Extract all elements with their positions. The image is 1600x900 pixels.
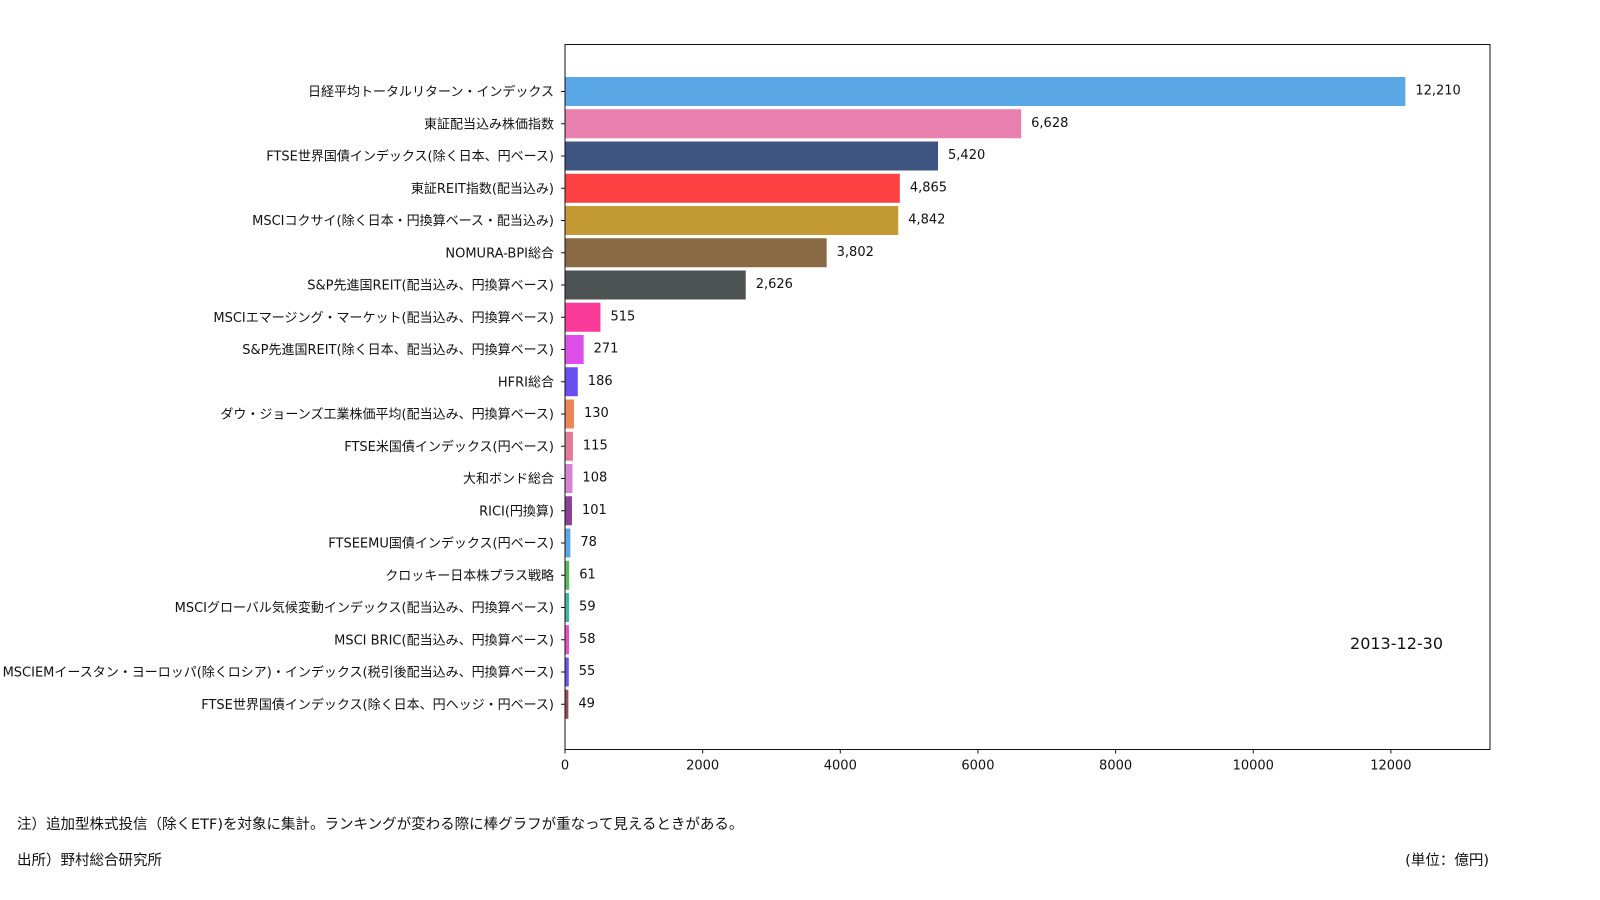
- bar: [565, 238, 827, 268]
- value-label: 6,628: [1031, 116, 1068, 131]
- category-label: 東証配当込み株価指数: [424, 116, 554, 132]
- value-label: 78: [580, 535, 597, 550]
- bar: [565, 657, 569, 687]
- category-label: S&P先進国REIT(配当込み、円換算ベース): [307, 279, 554, 294]
- bar: [565, 689, 569, 719]
- x-tick-label: 0: [561, 759, 569, 774]
- bar: [565, 496, 572, 526]
- x-tick-label: 4000: [824, 759, 857, 774]
- category-label: ダウ・ジョーンズ工業株価平均(配当込み、円換算ベース): [220, 407, 554, 423]
- value-label: 130: [584, 406, 609, 421]
- date-label: 2013-12-30: [1350, 634, 1443, 653]
- bar: [565, 109, 1022, 139]
- category-label: 大和ボンド総合: [463, 472, 554, 487]
- category-label: MSCIコクサイ(除く日本・円換算ベース・配当込み): [252, 214, 554, 229]
- footnote: 注）追加型株式投信（除くETF)を対象に集計。ランキングが変わる際に棒グラフが重…: [17, 817, 744, 833]
- category-label: MSCIエマージング・マーケット(配当込み、円換算ベース): [213, 311, 554, 326]
- bar: [565, 560, 570, 590]
- plot-frame: [564, 44, 1491, 750]
- category-label: HFRI総合: [498, 375, 554, 390]
- bar: [565, 431, 573, 461]
- value-label: 49: [578, 696, 595, 711]
- value-label: 115: [583, 438, 608, 453]
- value-label: 4,865: [910, 180, 947, 195]
- category-label: クロッキー日本株プラス戦略: [385, 568, 554, 584]
- bar: [565, 302, 601, 332]
- value-label: 3,802: [837, 245, 874, 260]
- bar: [565, 77, 1406, 106]
- bar: [565, 173, 900, 203]
- value-label: 2,626: [756, 277, 793, 292]
- category-label: NOMURA-BPI総合: [445, 246, 554, 261]
- value-label: 5,420: [948, 148, 985, 163]
- bar: [565, 399, 574, 429]
- bar: [565, 625, 569, 655]
- category-label: FTSEEMU国債インデックス(円ベース): [328, 536, 554, 552]
- bar: [565, 593, 570, 622]
- category-label: FTSE世界国債インデックス(除く日本、円ヘッジ・円ベース): [201, 697, 554, 713]
- x-tick-label: 12000: [1370, 759, 1411, 774]
- value-label: 12,210: [1415, 84, 1461, 99]
- bar: [565, 206, 899, 235]
- category-label: S&P先進国REIT(除く日本、配当込み、円換算ベース): [242, 343, 554, 358]
- bar: [565, 335, 584, 364]
- x-tick-label: 8000: [1099, 759, 1132, 774]
- bar: [565, 270, 746, 300]
- value-label: 55: [579, 664, 596, 679]
- category-label: MSCIEMイースタン・ヨーロッパ(除くロシア)・インデックス(税引後配当込み、…: [3, 665, 554, 681]
- bar: [565, 528, 571, 558]
- x-tick-label: 2000: [686, 759, 719, 774]
- bar: [565, 464, 573, 493]
- category-label: FTSE世界国債インデックス(除く日本、円ベース): [266, 149, 554, 165]
- category-label: MSCIグローバル気候変動インデックス(配当込み、円換算ベース): [175, 600, 554, 616]
- bar: [565, 141, 939, 171]
- source-note: 出所）野村総合研究所: [17, 853, 162, 869]
- category-label: 東証REIT指数(配当込み): [411, 181, 554, 197]
- unit-note: (単位：億円): [1405, 853, 1489, 869]
- bar: [565, 367, 578, 397]
- x-tick-label: 10000: [1233, 759, 1274, 774]
- category-label: RICI(円換算): [479, 504, 554, 519]
- value-label: 101: [582, 503, 607, 518]
- value-label: 61: [579, 567, 596, 582]
- value-label: 4,842: [908, 213, 945, 228]
- value-label: 515: [610, 309, 635, 324]
- value-label: 186: [588, 374, 613, 389]
- value-label: 59: [579, 600, 596, 615]
- value-label: 108: [582, 471, 607, 486]
- value-label: 271: [594, 342, 619, 357]
- category-label: FTSE米国債インデックス(円ベース): [344, 439, 554, 455]
- x-tick-label: 6000: [961, 759, 994, 774]
- value-label: 58: [579, 632, 596, 647]
- category-label: 日経平均トータルリターン・インデックス: [308, 84, 554, 100]
- category-label: MSCI BRIC(配当込み、円換算ベース): [334, 633, 554, 648]
